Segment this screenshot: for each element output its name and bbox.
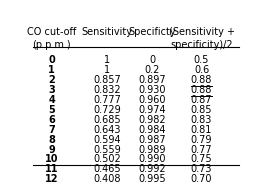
Text: 0.408: 0.408 [93,174,121,184]
Text: 0: 0 [48,55,55,65]
Text: 0: 0 [149,55,155,65]
Text: 8: 8 [48,135,55,145]
Text: 1: 1 [104,65,110,75]
Text: 5: 5 [48,105,55,115]
Text: 0.974: 0.974 [138,105,166,115]
Text: 2: 2 [48,75,55,85]
Text: 9: 9 [48,145,55,154]
Text: (p.p.m.): (p.p.m.) [32,40,71,50]
Text: 0.685: 0.685 [93,115,121,125]
Text: 0.77: 0.77 [191,145,212,154]
Text: 0.6: 0.6 [194,65,209,75]
Text: 0.559: 0.559 [93,145,121,154]
Text: 0.88: 0.88 [191,85,212,95]
Text: 0.897: 0.897 [138,75,166,85]
Text: 1: 1 [48,65,55,75]
Text: Specificty: Specificty [129,27,176,37]
Text: 1: 1 [104,55,110,65]
Text: Sensitivity: Sensitivity [82,27,132,37]
Text: 0.729: 0.729 [93,105,121,115]
Text: CO cut-off: CO cut-off [27,27,76,37]
Text: 0.982: 0.982 [138,115,166,125]
Text: 7: 7 [48,125,55,135]
Text: 10: 10 [45,154,58,165]
Text: 0.83: 0.83 [191,115,212,125]
Text: 0.465: 0.465 [93,164,121,174]
Text: 0.79: 0.79 [191,135,212,145]
Text: 0.832: 0.832 [93,85,121,95]
Text: 0.81: 0.81 [191,125,212,135]
Text: 4: 4 [48,95,55,105]
Text: 0.643: 0.643 [93,125,121,135]
Text: 3: 3 [48,85,55,95]
Text: 0.73: 0.73 [191,164,212,174]
Text: specificity)/2: specificity)/2 [170,40,233,50]
Text: 11: 11 [45,164,58,174]
Text: 0.502: 0.502 [93,154,121,165]
Text: 12: 12 [45,174,58,184]
Text: 0.990: 0.990 [139,154,166,165]
Text: 0.75: 0.75 [191,154,212,165]
Text: 0.960: 0.960 [139,95,166,105]
Text: 0.70: 0.70 [191,174,212,184]
Text: 0.995: 0.995 [138,174,166,184]
Text: 0.984: 0.984 [139,125,166,135]
Text: 0.87: 0.87 [191,95,212,105]
Text: 0.88: 0.88 [191,75,212,85]
Text: 0.777: 0.777 [93,95,121,105]
Text: 0.930: 0.930 [139,85,166,95]
Text: 0.85: 0.85 [191,105,212,115]
Text: 0.857: 0.857 [93,75,121,85]
Text: 0.5: 0.5 [194,55,209,65]
Text: 6: 6 [48,115,55,125]
Text: 0.989: 0.989 [139,145,166,154]
Text: 0.594: 0.594 [93,135,121,145]
Text: 0.2: 0.2 [144,65,160,75]
Text: (Sensitivity +: (Sensitivity + [169,27,235,37]
Text: 0.987: 0.987 [138,135,166,145]
Text: 0.992: 0.992 [138,164,166,174]
